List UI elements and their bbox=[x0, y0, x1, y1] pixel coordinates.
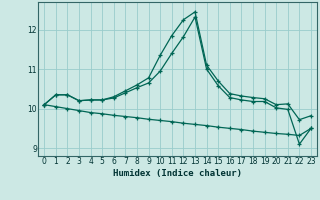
X-axis label: Humidex (Indice chaleur): Humidex (Indice chaleur) bbox=[113, 169, 242, 178]
